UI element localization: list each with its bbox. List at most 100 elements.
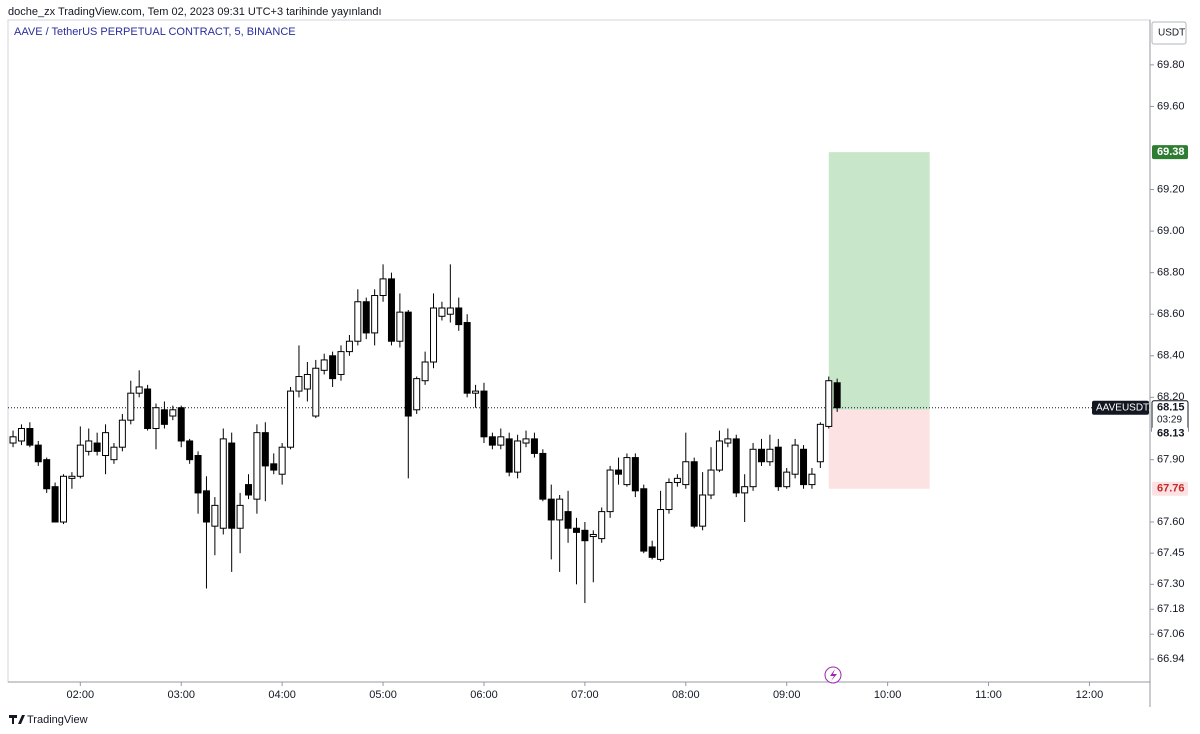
y-tick-label: 69.20	[1157, 183, 1185, 195]
candle-body	[774, 446, 782, 488]
candle-body	[446, 307, 454, 315]
candle-body	[219, 438, 227, 529]
candle-body	[118, 419, 126, 448]
candle-body	[615, 469, 623, 475]
candle-body	[522, 438, 530, 444]
candle-body	[160, 409, 168, 425]
publisher-note: doche_zx TradingView.com, Tem 02, 2023 0…	[8, 6, 382, 18]
candle-body	[236, 504, 244, 529]
candle-body	[194, 455, 202, 494]
candle-body	[329, 355, 337, 380]
candle-body	[60, 475, 68, 523]
candle-body	[623, 457, 631, 486]
candle-body	[228, 442, 236, 529]
candle-body	[186, 440, 194, 461]
candle-body	[93, 442, 101, 452]
candle-body	[455, 307, 463, 326]
candle-body	[421, 361, 429, 382]
candle-body	[800, 448, 808, 486]
candle-body	[387, 278, 395, 342]
candle-body	[135, 386, 143, 394]
candle-body	[699, 494, 707, 527]
y-tick-label: 69.00	[1157, 225, 1185, 237]
candle-body	[371, 295, 379, 334]
candle-body	[169, 409, 177, 417]
x-tick-label: 03:00	[167, 689, 195, 701]
candle-body	[724, 438, 732, 444]
candle-body	[110, 446, 118, 461]
candle-body	[497, 436, 505, 446]
candle-body	[295, 376, 303, 392]
candle-body	[127, 392, 135, 421]
candle-body	[396, 311, 404, 342]
target-label: 69.38	[1157, 146, 1185, 158]
candle-body	[261, 432, 269, 467]
candle-body	[253, 432, 261, 500]
candle-body	[757, 448, 765, 463]
candle-body	[211, 504, 219, 527]
candle-body	[17, 427, 25, 442]
candle-body	[505, 438, 513, 473]
candle-body	[581, 529, 589, 542]
prev-price-label-bg	[1152, 426, 1188, 441]
candle-body	[816, 423, 824, 463]
candle-body	[43, 459, 51, 490]
candle-body	[808, 473, 816, 486]
x-tick-label: 05:00	[369, 689, 397, 701]
candle-body	[345, 340, 353, 353]
candle-body	[152, 407, 160, 429]
candle-body	[741, 486, 749, 494]
candle-body	[354, 301, 362, 342]
stop-zone	[828, 409, 930, 489]
y-tick-label: 68.40	[1157, 350, 1185, 362]
candle-body	[682, 461, 690, 486]
currency-box	[1151, 21, 1187, 45]
candle-body	[337, 351, 345, 375]
candle-body	[547, 498, 555, 521]
candle-body	[76, 444, 84, 477]
candle-body	[303, 373, 311, 390]
x-tick-label: 12:00	[1076, 689, 1104, 701]
y-tick-label: 69.80	[1157, 59, 1185, 71]
candle-body	[278, 446, 286, 475]
candle-body	[825, 380, 833, 427]
brand-logo	[9, 715, 25, 724]
candle-body	[488, 436, 496, 446]
candle-body	[245, 484, 253, 496]
candle-body	[749, 448, 757, 488]
candle-body	[413, 378, 421, 411]
x-tick-label: 07:00	[571, 689, 599, 701]
candle-body	[202, 490, 210, 523]
candle-body	[631, 457, 639, 492]
candle-body	[68, 475, 76, 479]
candle-body	[715, 440, 723, 471]
candle-body	[472, 390, 480, 394]
candle-body	[732, 438, 740, 494]
countdown-label: 03:29	[1157, 414, 1182, 425]
candle-body	[564, 511, 572, 529]
candle-body	[589, 533, 597, 538]
y-tick-label: 69.60	[1157, 100, 1185, 112]
candle-body	[648, 546, 656, 558]
x-tick-label: 06:00	[470, 689, 498, 701]
event-bolt	[830, 669, 837, 681]
candle-body	[9, 436, 17, 444]
candle-body	[463, 322, 471, 394]
candle-body	[51, 486, 59, 523]
y-tick-label: 67.45	[1157, 547, 1185, 559]
candle-body	[480, 390, 488, 438]
x-tick-label: 08:00	[672, 689, 700, 701]
symbol-label-bg	[1092, 400, 1149, 415]
price-label: 68.15	[1157, 402, 1185, 414]
stop-label-bg	[1152, 481, 1188, 496]
y-tick-label: 67.30	[1157, 578, 1185, 590]
brand: TradingView	[27, 714, 88, 726]
candle-body	[514, 440, 522, 473]
x-tick-label: 10:00	[874, 689, 902, 701]
candle-body	[707, 469, 715, 496]
candle-body	[791, 444, 799, 475]
candle-body	[539, 452, 547, 500]
candle-body	[287, 390, 295, 448]
